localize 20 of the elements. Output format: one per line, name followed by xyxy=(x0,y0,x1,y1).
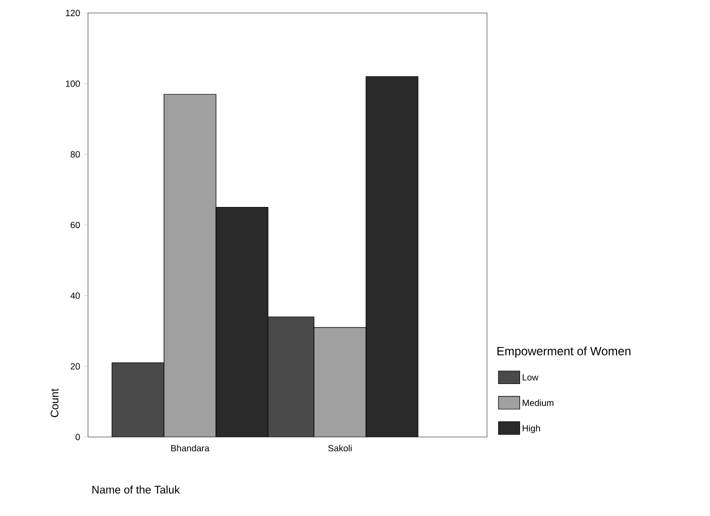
y-tick-label: 100 xyxy=(66,80,80,87)
y-tick-label: 20 xyxy=(70,363,80,370)
bar xyxy=(314,327,366,437)
y-axis-title: Count xyxy=(50,388,58,418)
legend-title: Empowerment of Women xyxy=(498,346,630,358)
x-tick-label: Sakoli xyxy=(328,444,352,452)
bar xyxy=(164,94,216,437)
x-axis-title: Name of the Taluk xyxy=(92,486,180,494)
x-tick-label: Bhandara xyxy=(171,444,210,452)
y-tick-label: 40 xyxy=(70,292,80,299)
bar xyxy=(112,362,164,437)
y-tick-label: 80 xyxy=(70,151,80,158)
legend-label: Medium xyxy=(522,399,554,406)
legend-label: Low xyxy=(522,374,538,381)
y-tick-label: 120 xyxy=(66,10,80,16)
bar xyxy=(366,76,418,437)
bar xyxy=(216,207,268,437)
y-tick-label: 0 xyxy=(76,434,80,440)
y-tick-label: 60 xyxy=(70,222,80,228)
legend-label: High xyxy=(522,424,540,434)
